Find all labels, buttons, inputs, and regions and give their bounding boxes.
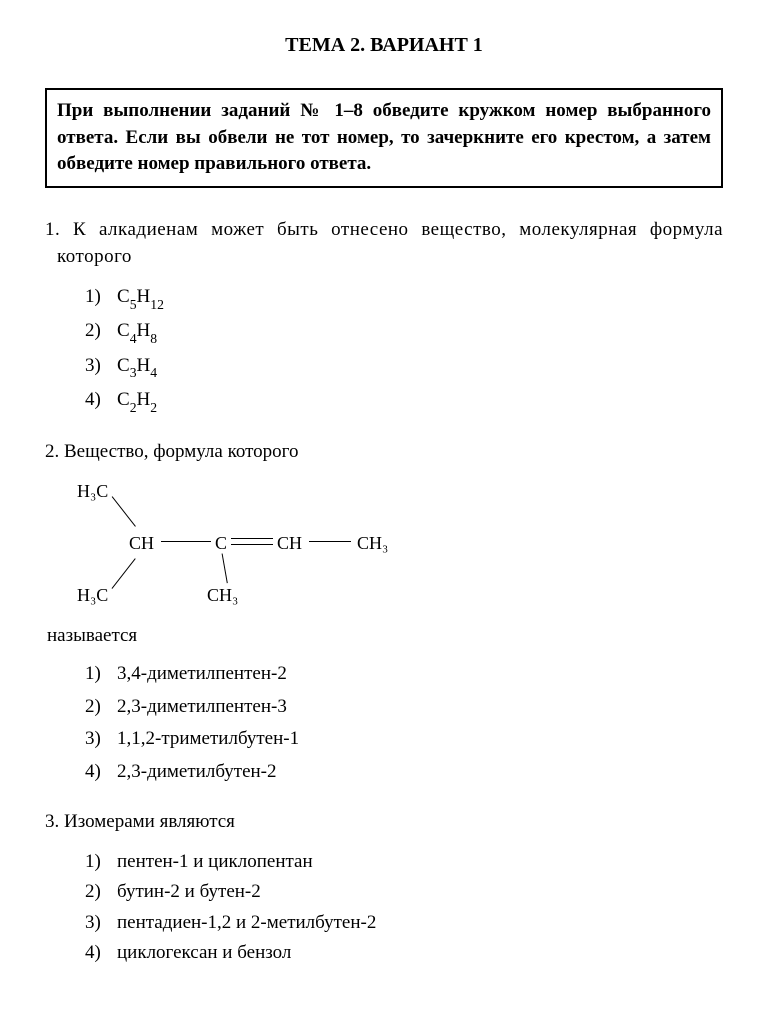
bond-top-left [112, 496, 136, 527]
question-2-options: 1) 3,4-диметилпентен-2 2) 2,3-диметилпентен… [45, 660, 723, 786]
option-number: 2) [85, 317, 107, 347]
option-number: 1) [85, 283, 107, 313]
option-text: 1,1,2-триметилбутен-1 [117, 725, 299, 754]
question-3-num: 3. [45, 811, 59, 832]
question-2-num: 2. [45, 441, 59, 462]
question-3-options: 1) пентен-1 и циклопентан 2) бутин-2 и буте… [45, 848, 723, 968]
option-text: 2,3-диметилпентен-3 [117, 693, 287, 722]
question-2-option: 1) 3,4-диметилпентен-2 [85, 660, 723, 689]
bond-c-ch3-down [221, 553, 227, 583]
question-1-option: 3) C3H4 [85, 352, 723, 382]
option-text: пентадиен-1,2 и 2-метилбутен-2 [117, 909, 376, 938]
atom-h3c-bot: H₃C [77, 582, 108, 609]
question-2-option: 3) 1,1,2-триметилбутен-1 [85, 725, 723, 754]
question-3: 3. Изомерами являются 1) пентен-1 и цикло… [45, 808, 723, 968]
question-3-option: 1) пентен-1 и циклопентан [85, 848, 723, 877]
option-formula: C5H12 [117, 283, 164, 313]
question-3-body: Изомерами являются [64, 811, 235, 832]
molecule-diagram: H₃C H₃C CH C CH₃ CH CH₃ [77, 478, 437, 608]
question-1-option: 4) C2H2 [85, 386, 723, 416]
question-1-num: 1. [45, 219, 60, 240]
question-3-option: 3) пентадиен-1,2 и 2-метилбутен-2 [85, 909, 723, 938]
question-2-option: 2) 2,3-диметилпентен-3 [85, 693, 723, 722]
atom-ch1: CH [129, 530, 154, 557]
bond-ch-ch3 [309, 541, 351, 542]
option-number: 2) [85, 693, 107, 722]
option-number: 4) [85, 758, 107, 787]
option-text: пентен-1 и циклопентан [117, 848, 313, 877]
atom-ch2: CH [277, 530, 302, 557]
question-3-option: 2) бутин-2 и бутен-2 [85, 878, 723, 907]
bond-double-bot [231, 544, 273, 545]
question-3-option: 4) циклогексан и бензол [85, 939, 723, 968]
option-number: 1) [85, 660, 107, 689]
option-text: циклогексан и бензол [117, 939, 291, 968]
option-number: 4) [85, 386, 107, 416]
option-number: 3) [85, 909, 107, 938]
option-formula: C3H4 [117, 352, 157, 382]
question-1: 1. К алкадиенам может быть отнесено веще… [45, 216, 723, 416]
option-number: 4) [85, 939, 107, 968]
bond-double-top [231, 538, 273, 539]
option-number: 2) [85, 878, 107, 907]
question-1-body: К алкадиенам может быть отнесено веществ… [57, 219, 723, 268]
option-text: бутин-2 и бутен-2 [117, 878, 261, 907]
question-1-option: 2) C4H8 [85, 317, 723, 347]
option-number: 3) [85, 352, 107, 382]
question-2-body: Вещество, формула которого [64, 441, 299, 462]
page-title: ТЕМА 2. ВАРИАНТ 1 [45, 30, 723, 60]
option-number: 1) [85, 848, 107, 877]
option-text: 2,3-диметилбутен-2 [117, 758, 277, 787]
question-3-text: 3. Изомерами являются [45, 808, 723, 836]
bond-ch-c [161, 541, 211, 542]
option-formula: C2H2 [117, 386, 157, 416]
question-2-text: 2. Вещество, формула которого [45, 438, 723, 466]
option-number: 3) [85, 725, 107, 754]
question-1-option: 1) C5H12 [85, 283, 723, 313]
question-2-option: 4) 2,3-диметилбутен-2 [85, 758, 723, 787]
question-2-aftertext: называется [45, 622, 723, 651]
question-1-options: 1) C5H12 2) C4H8 3) C3H4 4) C2H2 [45, 283, 723, 416]
instructions-box: При выполнении заданий № 1–8 обведите кр… [45, 88, 723, 188]
atom-h3c-top: H₃C [77, 478, 108, 505]
option-text: 3,4-диметилпентен-2 [117, 660, 287, 689]
bond-bot-left [112, 558, 136, 589]
question-1-text: 1. К алкадиенам может быть отнесено веще… [45, 216, 723, 271]
atom-ch3-mid: CH₃ [207, 582, 238, 609]
option-formula: C4H8 [117, 317, 157, 347]
question-2: 2. Вещество, формула которого H₃C H₃C CH… [45, 438, 723, 786]
atom-ch3-end: CH₃ [357, 530, 388, 557]
